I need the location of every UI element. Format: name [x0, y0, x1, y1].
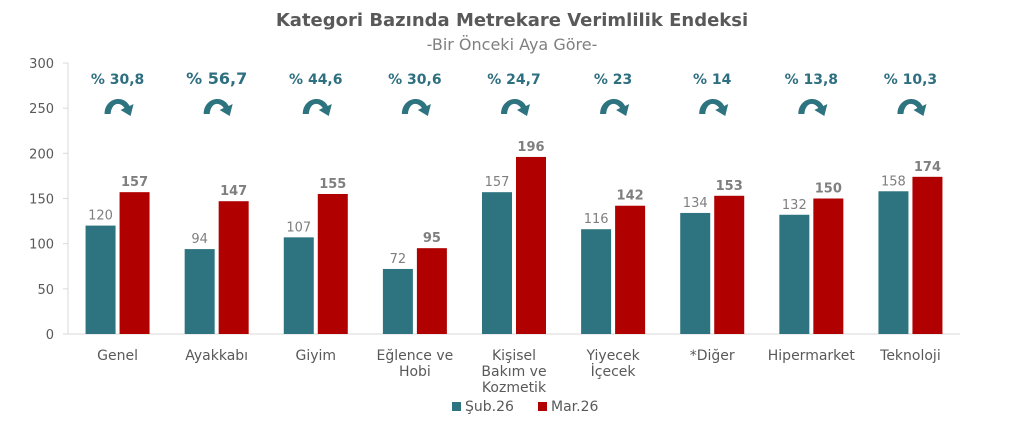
change-label: % 30,8	[91, 72, 144, 88]
bar-mar26	[714, 195, 745, 334]
change-label: % 30,6	[388, 72, 441, 88]
bar-sub26	[482, 192, 512, 334]
data-label: 134	[683, 196, 708, 211]
chart-title: Kategori Bazında Metrekare Verimlilik En…	[276, 10, 748, 31]
curved-arrow-icon	[203, 99, 233, 116]
curved-arrow-icon	[104, 99, 134, 116]
curved-arrow-icon	[699, 99, 729, 116]
legend-swatch	[538, 402, 547, 411]
y-tick-label: 250	[29, 102, 54, 117]
data-label: 157	[485, 175, 510, 190]
bar-mar26	[813, 198, 844, 334]
y-tick-label: 0	[46, 328, 54, 343]
bar-sub26	[184, 249, 215, 334]
x-tick-label: Hipermarket	[768, 348, 856, 364]
change-label: % 56,7	[186, 69, 247, 88]
y-tick-label: 50	[37, 283, 54, 298]
data-label: 116	[584, 212, 609, 227]
bar-sub26	[85, 225, 116, 334]
data-label: 196	[517, 140, 544, 155]
change-label: % 44,6	[289, 72, 342, 88]
change-label: % 13,8	[785, 72, 838, 88]
y-tick-label: 100	[29, 238, 54, 253]
x-tick-label: Yiyecek	[585, 348, 640, 364]
x-tick-label: Kişisel	[492, 348, 536, 364]
y-tick-label: 150	[29, 193, 54, 208]
bar-sub26	[878, 191, 909, 334]
legend-label: Mar.26	[551, 399, 598, 415]
data-label: 147	[220, 184, 247, 199]
data-label: 155	[319, 177, 346, 192]
legend-label: Şub.26	[465, 399, 514, 415]
x-tick-label: Bakım ve	[481, 364, 546, 380]
x-tick-label: *Diğer	[690, 348, 735, 364]
curved-arrow-icon	[401, 99, 431, 116]
x-tick-label: Kozmetik	[482, 380, 547, 396]
curved-arrow-icon	[897, 99, 927, 116]
data-label: 153	[716, 179, 743, 194]
data-label: 150	[815, 182, 842, 197]
curved-arrow-icon	[798, 99, 828, 116]
x-tick-label: Giyim	[295, 348, 336, 364]
bar-mar26	[516, 156, 546, 334]
data-label: 120	[88, 209, 113, 224]
data-label: 157	[121, 175, 148, 190]
bar-mar26	[317, 193, 348, 334]
change-label: % 24,7	[487, 72, 540, 88]
change-label: % 14	[693, 72, 732, 88]
curved-arrow-icon	[501, 99, 530, 116]
bar-sub26	[680, 212, 711, 334]
legend-swatch	[452, 402, 461, 411]
data-label: 142	[617, 189, 644, 204]
y-tick-label: 300	[29, 57, 54, 72]
change-label: % 10,3	[884, 72, 937, 88]
bar-sub26	[779, 214, 810, 334]
data-label: 94	[191, 232, 208, 247]
bar-mar26	[416, 248, 447, 334]
x-tick-label: Teknoloji	[879, 348, 941, 364]
x-tick-label: Genel	[97, 348, 138, 364]
x-tick-label: Eğlence ve	[376, 348, 453, 364]
bar-sub26	[283, 237, 314, 334]
chart-subtitle: -Bir Önceki Aya Göre-	[427, 35, 598, 54]
bar-sub26	[382, 268, 413, 334]
bar-mar26	[218, 201, 249, 334]
data-label: 107	[286, 220, 311, 235]
bar-mar26	[615, 205, 646, 334]
change-label: % 23	[594, 72, 632, 88]
bar-mar26	[912, 176, 943, 334]
data-label: 158	[881, 174, 906, 189]
data-label: 132	[782, 198, 807, 213]
data-label: 174	[914, 160, 941, 175]
x-tick-label: İçecek	[591, 362, 637, 380]
data-label: 95	[423, 231, 441, 246]
x-tick-label: Hobi	[399, 364, 431, 380]
bar-mar26	[119, 192, 150, 334]
curved-arrow-icon	[600, 99, 630, 116]
curved-arrow-icon	[302, 99, 332, 116]
bar-sub26	[581, 229, 612, 334]
x-tick-label: Ayakkabı	[185, 348, 248, 364]
data-label: 72	[390, 252, 407, 267]
y-tick-label: 200	[29, 147, 54, 162]
